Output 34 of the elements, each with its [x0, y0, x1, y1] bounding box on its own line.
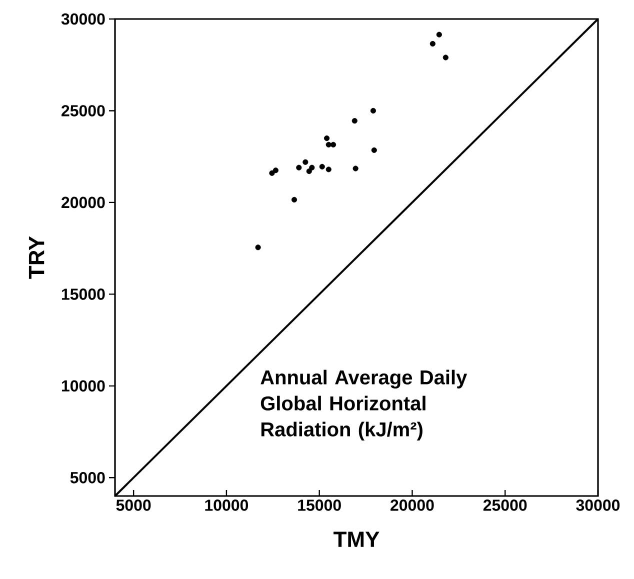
annotation: Annual Average Daily Global Horizontal Radiation (kJ/m²)	[260, 370, 468, 440]
point	[272, 168, 278, 174]
point	[330, 142, 336, 148]
y-tick-label: 25000	[62, 105, 105, 116]
point	[309, 164, 315, 170]
x-tick-label: 15000	[298, 500, 341, 511]
point	[326, 166, 332, 172]
x-tick-label: 20000	[390, 500, 434, 511]
point	[442, 54, 448, 60]
x-axis-title: TMY	[334, 532, 380, 547]
y-tick-label: 15000	[62, 288, 105, 300]
point	[296, 164, 302, 170]
point	[324, 135, 330, 142]
point	[302, 159, 308, 165]
point	[352, 118, 358, 124]
point	[269, 170, 275, 176]
x-tick-label: 25000	[483, 500, 527, 511]
point	[319, 164, 325, 170]
y-axis-title: TRY	[28, 236, 44, 279]
y-tick-label: 10000	[62, 380, 105, 392]
point	[291, 196, 298, 203]
point	[370, 108, 376, 114]
y-tick-label: 30000	[61, 13, 105, 25]
x-tick-label: 30000	[576, 500, 620, 511]
point	[326, 142, 332, 148]
point	[255, 244, 261, 250]
y-tick-label: 20000	[62, 196, 105, 208]
x-tick-label: 5000	[116, 500, 151, 511]
point	[430, 40, 436, 47]
point	[436, 32, 442, 38]
point	[352, 166, 358, 172]
y-tick-label: 5000	[70, 472, 105, 484]
x-tick-label: 10000	[205, 500, 248, 511]
point	[371, 147, 377, 153]
